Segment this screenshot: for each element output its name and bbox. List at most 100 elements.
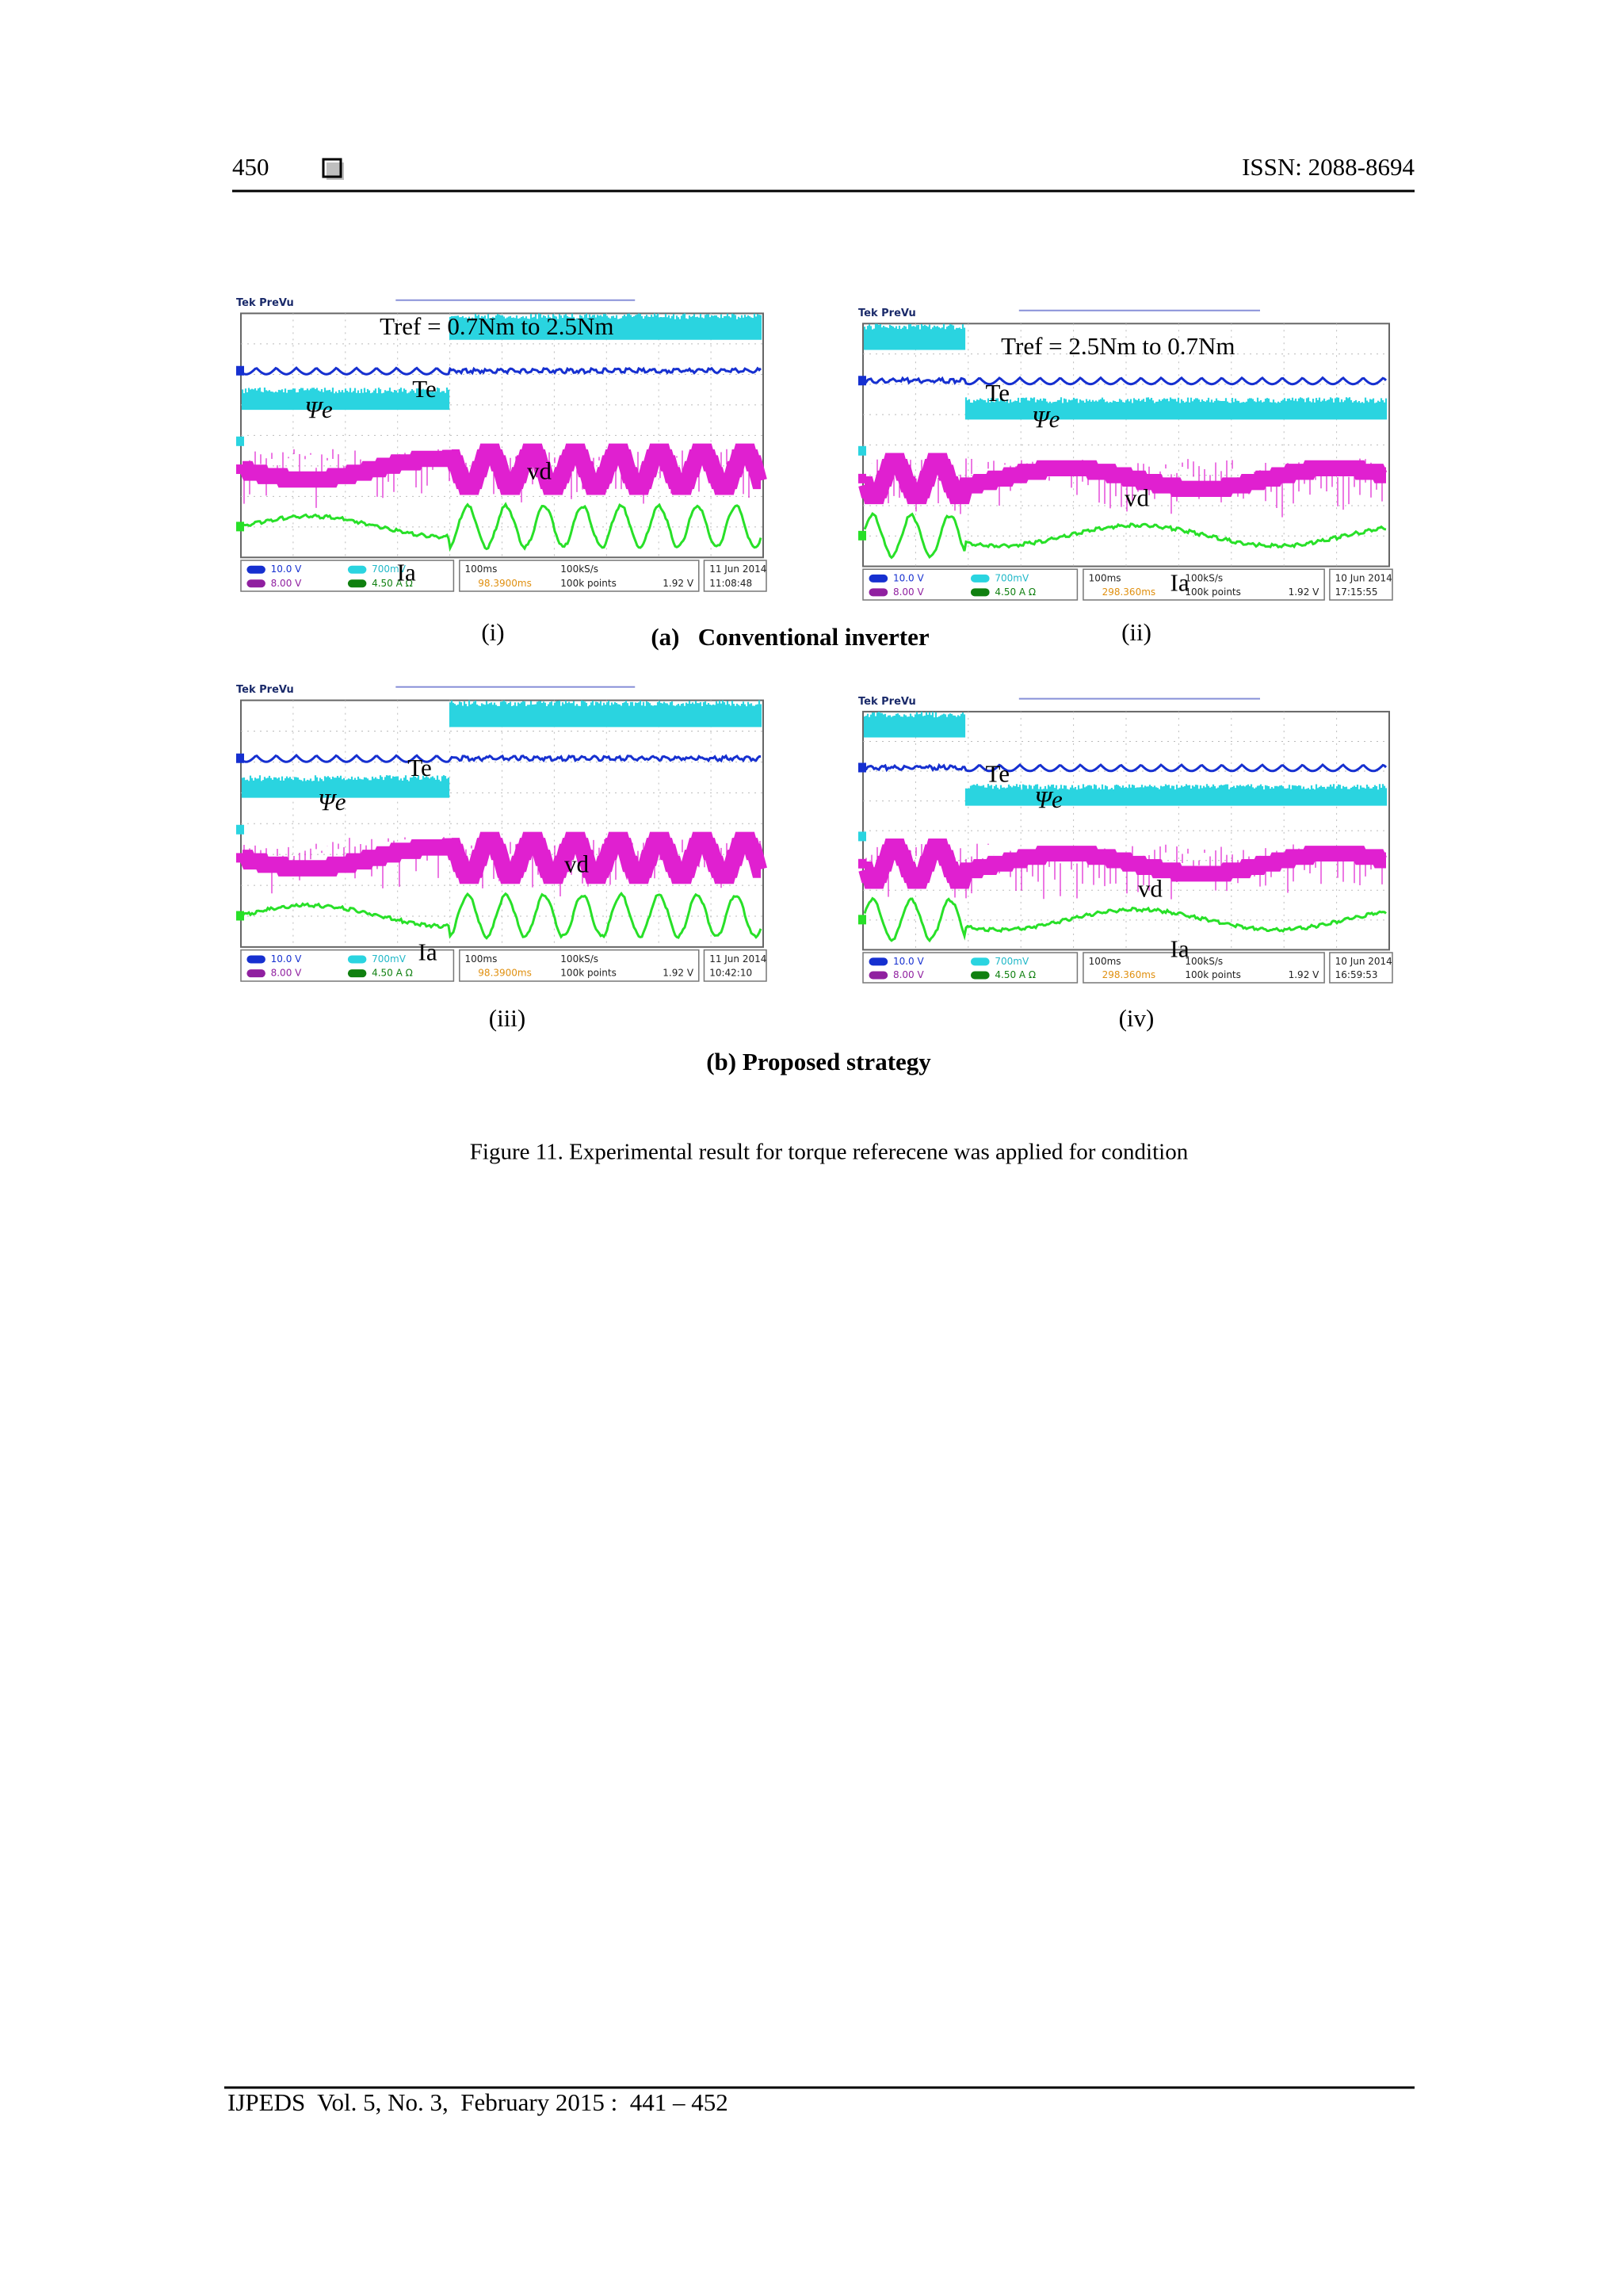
issn: ISSN: 2088-8694 <box>1242 153 1415 181</box>
trace-label: Ia <box>1170 569 1190 597</box>
voltage-spikes <box>865 458 1383 518</box>
torque-trace <box>864 762 1388 773</box>
scope-readout: 10.0 V <box>893 956 925 967</box>
trace-label: Te <box>412 375 437 403</box>
scope-readout: 100k points <box>1185 969 1241 980</box>
scope-readout: 11 Jun 2014 <box>709 953 766 965</box>
scope-capture: Tek PreVu 10.0 V 8.00 V 700mV 4.50 A Ω 100ms 9… <box>236 684 767 982</box>
channel-pill <box>869 574 888 583</box>
channel-marker <box>858 445 866 456</box>
channel-marker <box>236 464 244 475</box>
scope-readout: 16:59:53 <box>1335 969 1378 980</box>
trace-label: Te <box>407 754 432 781</box>
scope-readout: 1.92 V <box>1289 586 1320 598</box>
trace-label: Ψe <box>1032 405 1060 433</box>
scope-readout: 10.0 V <box>893 572 925 583</box>
scope-readout: 100k points <box>560 578 617 589</box>
status-box <box>1329 952 1393 984</box>
channel-marker <box>236 824 244 835</box>
scope-readout: 10 Jun 2014 <box>1335 572 1392 583</box>
trace-label: Ψe <box>1034 785 1063 813</box>
status-box <box>1083 952 1325 984</box>
status-box <box>862 952 1079 984</box>
scope-readout: 4.50 A Ω <box>372 968 413 979</box>
channel-marker <box>236 853 244 863</box>
channel-pill <box>869 971 888 980</box>
box-icon <box>322 158 342 178</box>
flux-trace <box>241 313 762 411</box>
channel-marker <box>236 521 244 532</box>
channel-pill <box>347 969 367 978</box>
torque-trace <box>864 376 1388 386</box>
channel-pill <box>970 588 990 597</box>
scope-readout: 100kS/s <box>1185 572 1223 583</box>
scope-capture: Tek PreVu 10.0 V 8.00 V 700mV 4.50 A Ω 100ms 9… <box>236 297 767 592</box>
channel-pill <box>246 955 265 964</box>
scope-readout: 10 Jun 2014 <box>1335 956 1392 967</box>
channel-pill <box>347 579 367 588</box>
scope-readout: 298.360ms <box>1102 969 1156 980</box>
scope-readout: 700mV <box>372 953 407 965</box>
scope-readout: 11 Jun 2014 <box>709 563 766 575</box>
scope-readout: 98.3900ms <box>478 968 532 979</box>
status-box <box>1083 568 1325 601</box>
scope-brand: Tek PreVu <box>236 297 294 309</box>
scope-readout: 100kS/s <box>560 563 598 575</box>
torque-trace <box>242 754 762 763</box>
scope-capture: Tek PreVu 10.0 V 8.00 V 700mV 4.50 A Ω 100ms 2… <box>858 696 1393 984</box>
status-box <box>703 949 767 982</box>
panel-annotation: Tref = 0.7Nm to 2.5Nm <box>380 312 613 340</box>
scope-readout: 100k points <box>1185 586 1241 598</box>
scope-readout: 4.50 A Ω <box>372 578 413 589</box>
status-box <box>240 560 455 592</box>
scope-readout: 700mV <box>995 956 1029 967</box>
channel-marker <box>858 473 866 483</box>
status-box <box>459 949 700 982</box>
page-number: 450 <box>232 153 269 181</box>
scope-brand: Tek PreVu <box>858 308 916 319</box>
scope-readout: 4.50 A Ω <box>995 969 1036 980</box>
panel-tag: (iv) <box>1119 1004 1155 1032</box>
channel-pill <box>347 955 367 964</box>
scope-readout: 298.360ms <box>1102 586 1156 598</box>
box-icon-shadow <box>327 162 344 180</box>
current-trace <box>241 892 762 940</box>
trace-label: vd <box>1138 874 1163 902</box>
scope-readout: 10:42:10 <box>709 968 752 979</box>
scope-readout: 1.92 V <box>1289 969 1320 980</box>
scope-readout: 10.0 V <box>271 953 303 965</box>
trace-label: Ia <box>1170 934 1190 962</box>
flux-trace <box>863 711 1388 806</box>
channel-marker <box>236 436 244 446</box>
voltage-trace <box>858 839 1387 889</box>
scope-readout: 100kS/s <box>560 953 598 965</box>
channel-pill <box>246 579 265 588</box>
scope-readout: 100k points <box>560 968 617 979</box>
footer: IJPEDS Vol. 5, No. 3, February 2015 : 44… <box>227 2088 728 2116</box>
channel-pill <box>970 957 990 966</box>
trace-label: Ia <box>418 938 437 965</box>
group-label: (a) Conventional inverter <box>651 623 930 651</box>
scope-readout: 1.92 V <box>663 578 694 589</box>
scope-brand: Tek PreVu <box>858 696 916 708</box>
scope-readout: 17:15:55 <box>1335 586 1378 598</box>
panel-tag: (ii) <box>1121 618 1151 646</box>
current-trace <box>863 896 1387 943</box>
scope-readout: 700mV <box>995 572 1029 583</box>
channel-marker <box>236 365 244 376</box>
trace-label: Ψe <box>304 395 333 423</box>
voltage-spikes <box>243 837 761 897</box>
scope-brand: Tek PreVu <box>236 684 294 696</box>
status-box <box>459 560 700 592</box>
status-box <box>240 949 455 982</box>
scope-readout: 8.00 V <box>271 968 303 979</box>
figure-caption: Figure 11. Experimental result for torqu… <box>470 1140 1189 1165</box>
scope-readout: 8.00 V <box>893 969 925 980</box>
voltage-trace <box>239 443 767 495</box>
panel-annotation: Tref = 2.5Nm to 0.7Nm <box>1001 332 1235 360</box>
channel-pill <box>970 574 990 583</box>
trace-label: Te <box>985 759 1010 787</box>
scope-readout: 100ms <box>465 953 498 965</box>
trace-label: Ψe <box>318 788 346 816</box>
trace-label: vd <box>527 457 552 485</box>
